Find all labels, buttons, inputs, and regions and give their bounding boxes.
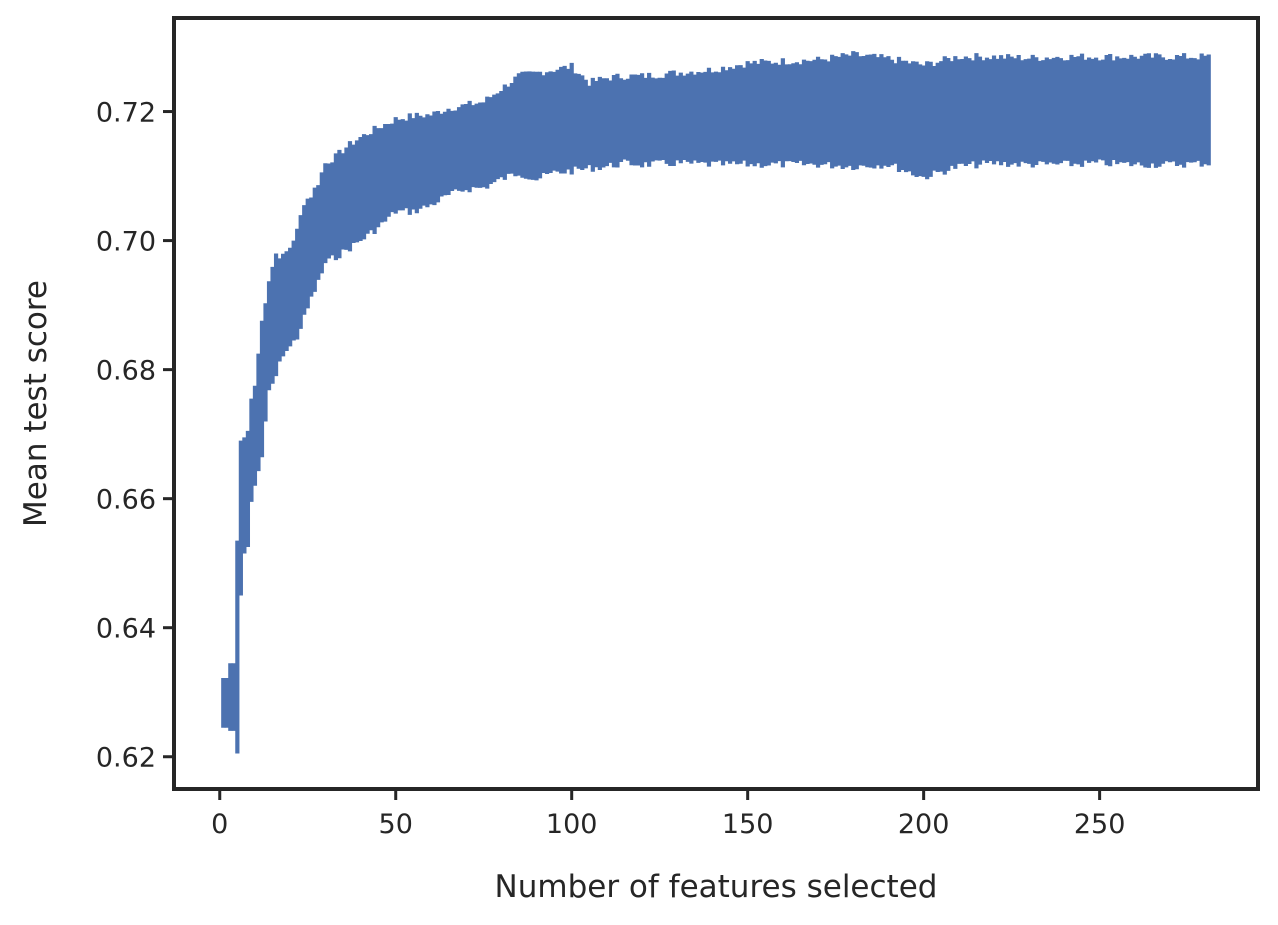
y-axis-ticks: 0.62 0.64 0.66 0.68 0.70 0.72 bbox=[96, 98, 174, 774]
x-tick-label: 100 bbox=[546, 809, 598, 840]
y-tick-label: 0.62 bbox=[96, 743, 156, 774]
axes-frame bbox=[172, 16, 1260, 791]
plot-area bbox=[221, 51, 1211, 754]
y-tick-label: 0.68 bbox=[96, 356, 156, 387]
y-tick-label: 0.72 bbox=[96, 98, 156, 129]
x-tick-label: 200 bbox=[898, 809, 950, 840]
y-tick-label: 0.66 bbox=[96, 485, 156, 516]
x-tick-label: 0 bbox=[211, 809, 228, 840]
x-tick-label: 150 bbox=[722, 809, 774, 840]
x-tick-label: 250 bbox=[1074, 809, 1126, 840]
x-axis-label: Number of features selected bbox=[495, 869, 938, 905]
y-tick-label: 0.70 bbox=[96, 227, 156, 258]
x-axis-ticks: 0 50 100 150 200 250 bbox=[211, 789, 1125, 840]
x-tick-label: 50 bbox=[379, 809, 413, 840]
y-axis-label: Mean test score bbox=[18, 280, 54, 527]
y-tick-label: 0.64 bbox=[96, 614, 156, 645]
